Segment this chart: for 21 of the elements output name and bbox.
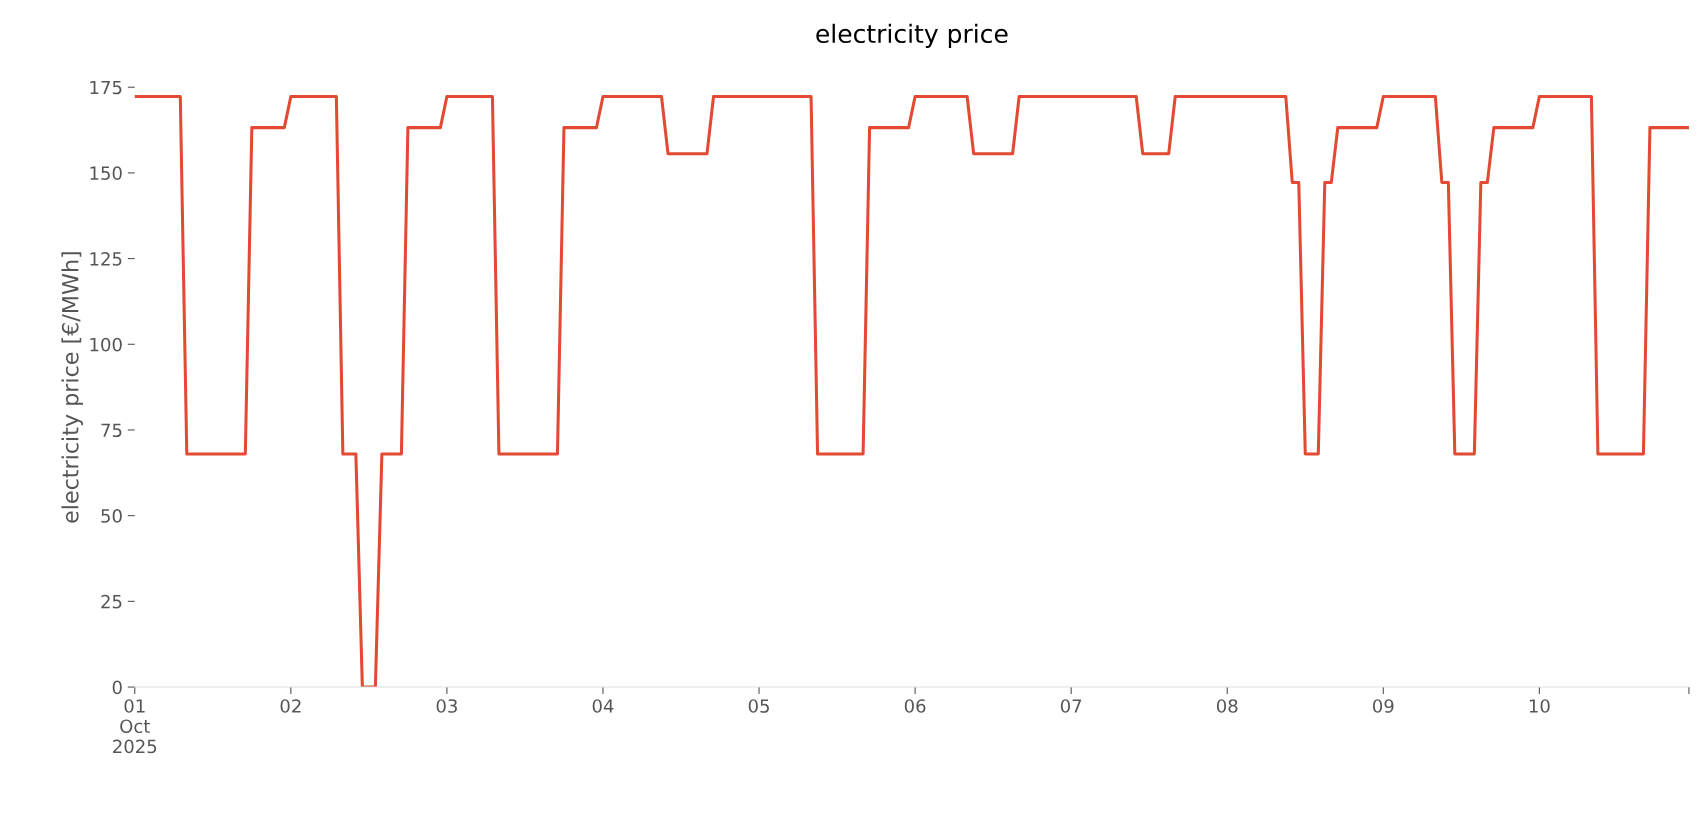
y-tick-label: 0 [112,680,122,695]
y-tick-label: 125 [90,252,122,266]
x-tick-label: 05 [748,699,769,713]
chart-title: electricity price [816,23,1008,48]
x-tick-label: 07 [1060,699,1082,713]
y-tick-label: 175 [90,80,122,95]
x-tick-label: 04 [592,699,614,713]
x-tick-label: 01 Oct 2025 [113,699,157,754]
x-tick-label: 09 [1373,699,1394,713]
x-tick-label: 03 [436,699,457,713]
y-tick-label: 75 [101,423,122,438]
y-tick-label: 50 [101,509,122,523]
x-tick-label: 10 [1529,699,1550,713]
y-tick-label: 25 [101,594,122,609]
line-series [134,94,1689,688]
y-axis-title: electricity price [€/MWh] [61,252,83,523]
x-tick-label: 06 [904,699,926,713]
x-tick-label: 08 [1216,699,1238,713]
y-tick-label: 100 [90,337,122,352]
y-tick-label: 150 [90,166,122,181]
x-tick-label: 02 [280,699,301,713]
